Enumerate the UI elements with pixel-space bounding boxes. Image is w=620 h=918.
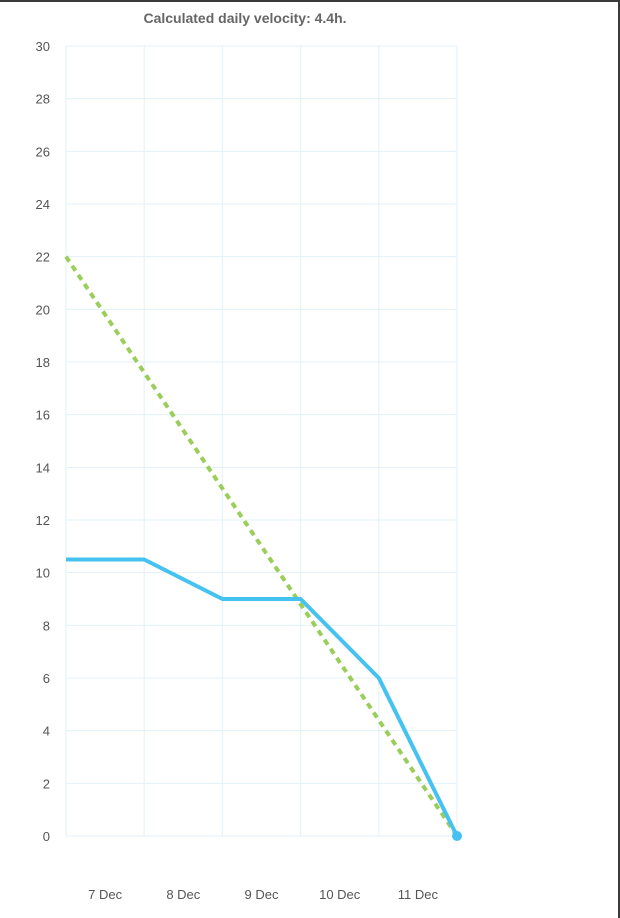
chart-title: Calculated daily velocity: 4.4h. [143,10,347,26]
y-tick-label: 4 [43,724,50,739]
y-tick-label: 16 [36,408,50,423]
x-tick-label: 7 Dec [88,887,122,902]
y-tick-label: 28 [36,92,50,107]
x-tick-label: 8 Dec [166,887,200,902]
chart-series [64,255,462,841]
y-tick-label: 18 [36,355,50,370]
y-tick-label: 0 [43,829,50,844]
x-axis-labels: 7 Dec 8 Dec 9 Dec 10 Dec 11 Dec [88,887,438,902]
y-tick-label: 22 [36,250,50,265]
y-tick-label: 14 [36,460,50,475]
y-tick-label: 8 [43,618,50,633]
y-tick-label: 12 [36,513,50,528]
y-tick-label: 2 [43,776,50,791]
y-tick-label: 24 [36,197,50,212]
x-tick-label: 9 Dec [245,887,279,902]
series-end-point [452,831,462,841]
ideal-burndown-line [64,255,459,838]
actual-remaining-line [66,557,459,837]
y-tick-label: 20 [36,302,50,317]
y-tick-label: 10 [36,566,50,581]
x-tick-label: 10 Dec [319,887,361,902]
x-tick-label: 11 Dec [398,887,439,902]
y-tick-label: 6 [43,671,50,686]
y-tick-label: 26 [36,144,50,159]
chart-grid [65,45,458,837]
y-tick-label: 30 [36,39,50,54]
